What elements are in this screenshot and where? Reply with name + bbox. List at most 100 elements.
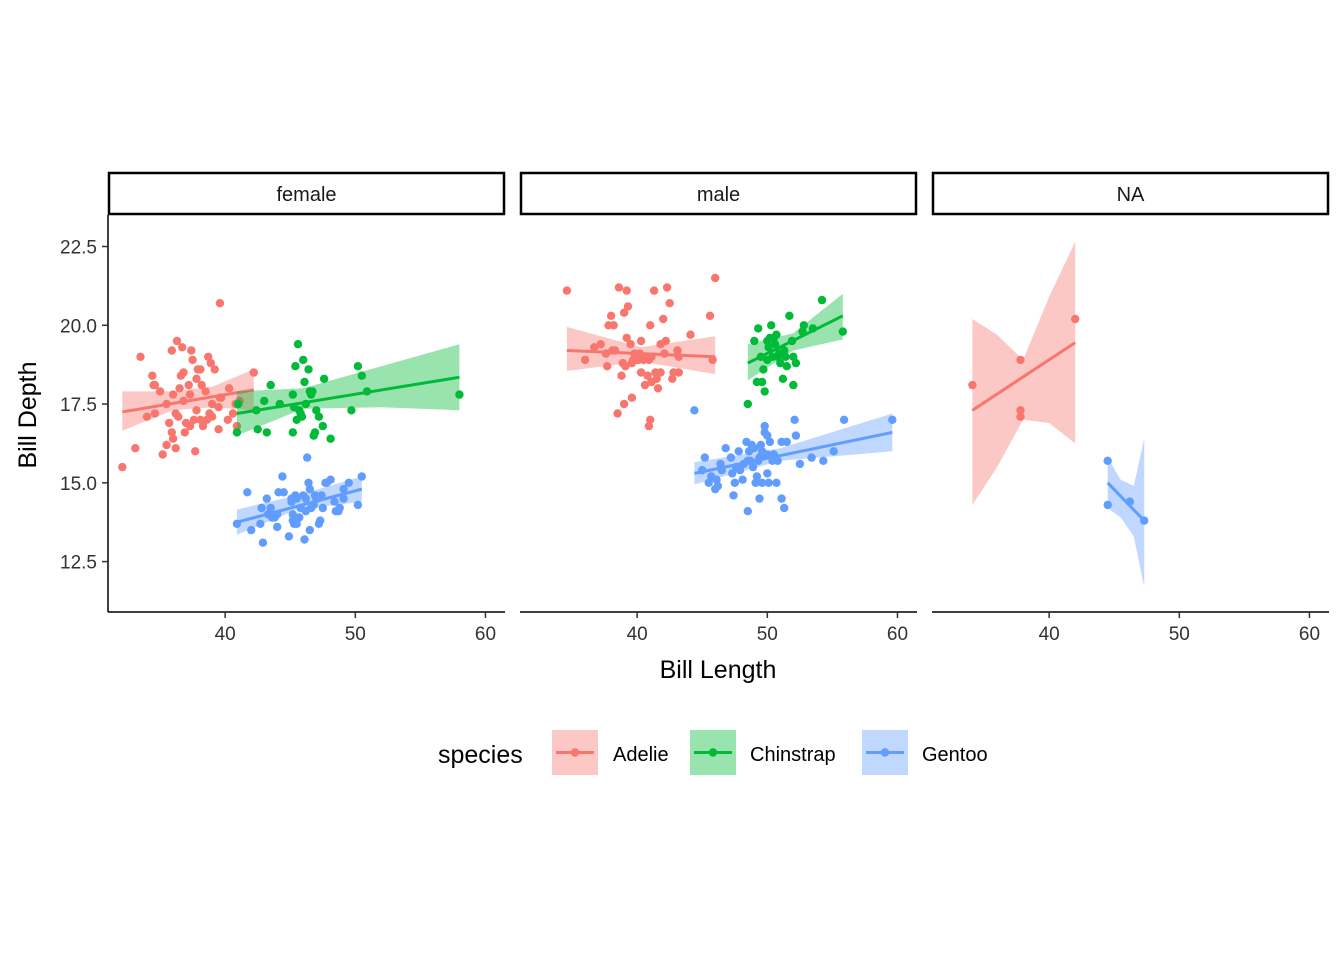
panel-male: male 40 50 60 (519, 171, 918, 645)
legend-key-gentoo (862, 730, 908, 775)
point-male-gentoo-37 (772, 478, 781, 487)
point-female-adelie-33 (196, 365, 205, 374)
point-male-adelie-60 (580, 355, 590, 365)
x-tick-label-male-60: 60 (887, 624, 908, 645)
point-male-gentoo-8 (721, 444, 730, 453)
point-male-chinstrap-25 (789, 380, 798, 390)
strip-label-male: male (697, 184, 740, 206)
strip-male (519, 171, 918, 216)
series-male-gentoo (690, 406, 897, 516)
point-female-adelie-50 (232, 421, 242, 431)
point-na-gentoo-1 (1103, 500, 1112, 510)
point-female-adelie-36 (201, 387, 210, 396)
series-male-adelie (562, 273, 720, 431)
point-male-gentoo-59 (760, 428, 769, 437)
strip-na (931, 171, 1330, 216)
legend: species Adelie Chinstrap Gentoo (438, 730, 988, 775)
x-tick-label-na-40: 40 (1039, 624, 1060, 645)
fit-line-female-chinstrap (236, 375, 460, 415)
x-tick-label-female-40: 40 (215, 624, 236, 645)
point-female-gentoo-23 (295, 513, 304, 522)
point-male-chinstrap-31 (799, 321, 808, 330)
point-male-adelie-49 (634, 355, 643, 365)
point-female-gentoo-8 (266, 503, 275, 513)
point-female-gentoo-42 (330, 497, 339, 506)
point-male-chinstrap-21 (782, 362, 791, 371)
point-female-gentoo-4 (257, 503, 266, 513)
point-male-adelie-9 (614, 283, 624, 292)
panel-female: female 40 50 60 12.5 15.0 17.5 20.0 22.5 (60, 171, 506, 645)
legend-key-point-gentoo (880, 748, 890, 757)
point-female-chinstrap-35 (314, 412, 324, 421)
strip-female (107, 171, 506, 216)
point-female-adelie-60 (188, 355, 197, 365)
point-male-chinstrap-22 (785, 311, 794, 320)
point-male-chinstrap-5 (757, 377, 767, 387)
point-female-gentoo-1 (243, 488, 252, 497)
point-male-gentoo-57 (735, 466, 745, 475)
y-tick-label-22.5: 22.5 (60, 238, 97, 259)
point-female-chinstrap-1 (234, 399, 243, 409)
y-tick-label-12.5: 12.5 (60, 553, 97, 574)
point-male-adelie-45 (705, 311, 715, 320)
legend-keys (552, 730, 908, 775)
y-tick-label-20: 20.0 (60, 316, 97, 337)
point-na-adelie-0 (968, 380, 977, 390)
point-male-gentoo-45 (807, 453, 816, 462)
point-male-adelie-53 (627, 393, 637, 402)
point-female-adelie-26 (185, 390, 195, 399)
point-male-adelie-35 (659, 314, 668, 324)
point-female-adelie-48 (224, 384, 234, 393)
point-male-adelie-48 (619, 399, 629, 409)
point-male-chinstrap-26 (791, 358, 801, 368)
point-female-adelie-15 (168, 434, 178, 443)
point-male-gentoo-0 (690, 406, 699, 415)
point-female-gentoo-2 (247, 525, 256, 535)
point-female-adelie-49 (228, 409, 238, 418)
x-tick-label-na-50: 50 (1169, 624, 1190, 645)
point-female-gentoo-3 (256, 519, 265, 528)
point-female-adelie-38 (204, 352, 213, 361)
point-female-gentoo-46 (339, 494, 348, 503)
point-female-chinstrap-5 (266, 380, 275, 390)
point-male-gentoo-42 (790, 415, 799, 424)
x-tick-label-female-50: 50 (345, 624, 366, 645)
point-male-adelie-8 (613, 409, 622, 418)
point-male-adelie-15 (623, 302, 633, 311)
point-male-gentoo-54 (777, 494, 786, 503)
point-female-chinstrap-20 (308, 387, 317, 396)
point-female-gentoo-15 (284, 532, 294, 541)
x-tick-label-na-60: 60 (1299, 624, 1320, 645)
point-female-chinstrap-22 (310, 428, 320, 437)
point-male-adelie-6 (609, 321, 618, 330)
point-female-adelie-25 (184, 380, 193, 390)
point-female-chinstrap-33 (300, 377, 309, 387)
point-female-chinstrap-28 (353, 362, 363, 371)
point-female-adelie-1 (131, 444, 140, 453)
point-female-adelie-12 (167, 428, 176, 437)
point-female-adelie-34 (196, 415, 205, 424)
point-female-adelie-17 (171, 444, 180, 453)
series-male-chinstrap (743, 293, 847, 409)
legend-label-gentoo: Gentoo (922, 744, 988, 766)
point-male-adelie-22 (636, 368, 646, 377)
point-female-adelie-7 (155, 387, 165, 396)
point-female-chinstrap-14 (297, 412, 307, 421)
point-female-adelie-13 (167, 346, 176, 355)
point-male-adelie-26 (643, 371, 652, 380)
point-female-adelie-2 (136, 352, 145, 361)
point-male-gentoo-23 (752, 472, 762, 481)
point-male-adelie-47 (711, 273, 720, 283)
point-male-adelie-51 (674, 368, 683, 377)
point-female-adelie-8 (158, 450, 167, 459)
point-female-gentoo-11 (273, 522, 282, 532)
fit-line-female-adelie (122, 388, 255, 414)
point-female-adelie-3 (142, 412, 152, 421)
x-tick-label-female-60: 60 (475, 624, 496, 645)
point-male-gentoo-10 (728, 469, 737, 478)
point-female-chinstrap-9 (291, 362, 300, 371)
point-female-adelie-40 (206, 358, 215, 368)
point-female-adelie-11 (165, 418, 174, 428)
series-female-adelie (118, 299, 258, 472)
point-male-chinstrap-29 (817, 295, 827, 305)
